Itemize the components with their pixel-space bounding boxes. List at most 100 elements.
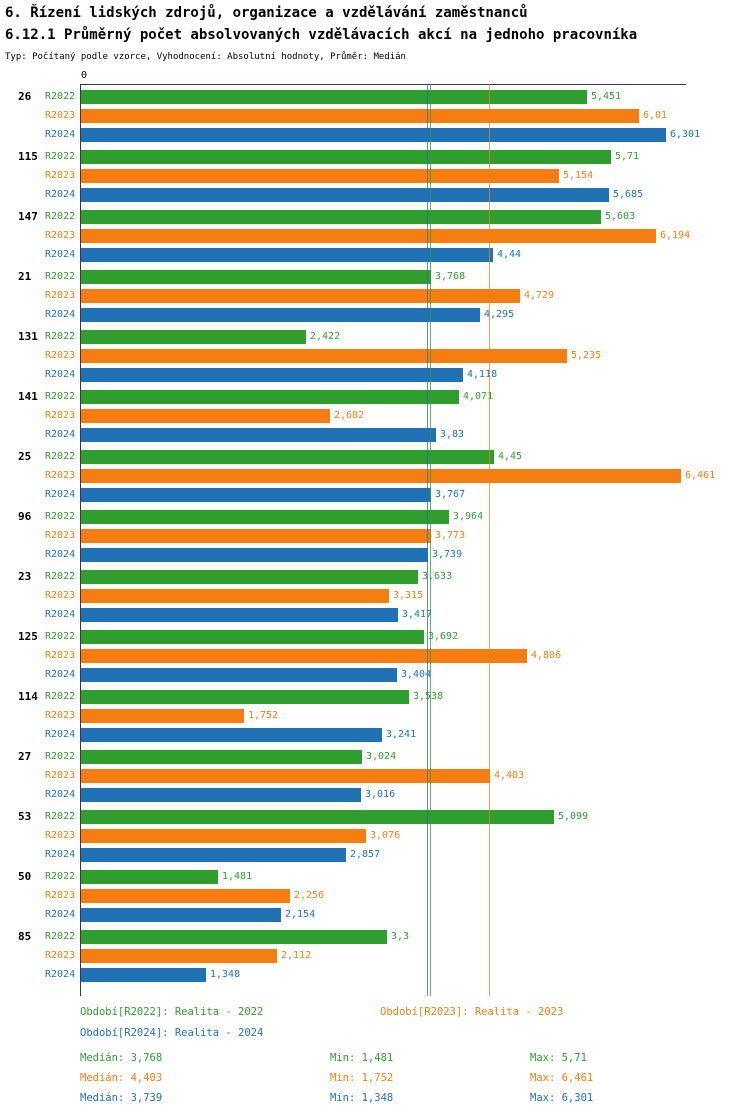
bar-row: R2024 3,241 [0,728,750,742]
bar-row: R2024 3,739 [0,548,750,562]
bar-r2022 [81,390,459,404]
bar-r2024 [81,548,428,562]
bar-row: R2023 4,403 [0,769,750,783]
bar-value-label: 6,01 [643,110,668,121]
category-label: 131 [18,330,38,343]
axis-zero-label: 0 [81,70,88,81]
stat-min-r2024: Min: 1,348 [330,1092,394,1104]
bar-value-label: 3,3 [391,931,410,942]
bar-r2022 [81,930,387,944]
bar-value-label: 3,024 [366,751,397,762]
bar-r2023 [81,229,656,243]
bar-track: 3,076 [81,829,750,843]
series-label-r2024: R2024 [45,249,76,260]
bar-track: 3,016 [81,788,750,802]
bar-track: 4,071 [81,390,750,404]
bar-row: R2022 2,422 [0,330,750,344]
bar-row: R2022 4,071 [0,390,750,404]
bar-r2022 [81,270,431,284]
series-label-r2023: R2023 [45,590,76,601]
bar-row: R2024 3,83 [0,428,750,442]
bar-value-label: 1,348 [210,969,241,980]
bar-r2022 [81,810,554,824]
bar-value-label: 5,603 [605,211,636,222]
bar-row: R2024 4,44 [0,248,750,262]
series-label-r2024: R2024 [45,309,76,320]
legend-item-r2022: Období[R2022]: Realita - 2022 [80,1006,264,1018]
bar-row: R2024 5,685 [0,188,750,202]
bar-track: 5,154 [81,169,750,183]
series-label-r2022: R2022 [45,571,76,582]
category-label: 141 [18,390,38,403]
category-group: 125 R2022 3,692 R2023 4,806 R2024 3,404 [0,630,750,682]
category-group: 147 R2022 5,603 R2023 6,194 R2024 4,44 [0,210,750,262]
bar-track: 2,857 [81,848,750,862]
bar-track: 3,773 [81,529,750,543]
bar-r2023 [81,829,366,843]
bar-value-label: 4,295 [484,309,515,320]
plot-area: 26 R2022 5,451 R2023 6,01 R2024 6,301 115 R2022 5… [0,90,750,990]
bar-row: R2022 3,024 [0,750,750,764]
bar-row: R2022 3,3 [0,930,750,944]
bar-row: R2024 3,417 [0,608,750,622]
bar-r2024 [81,188,609,202]
series-label-r2023: R2023 [45,410,76,421]
bar-r2024 [81,968,206,982]
bar-track: 3,692 [81,630,750,644]
bar-row: R2023 5,235 [0,349,750,363]
bar-track: 4,44 [81,248,750,262]
bar-value-label: 3,404 [401,669,432,680]
stat-median-r2024: Medián: 3,739 [80,1092,163,1104]
series-label-r2023: R2023 [45,950,76,961]
bar-track: 3,768 [81,270,750,284]
category-group: 25 R2022 4,45 R2023 6,461 R2024 3,767 [0,450,750,502]
bar-row: R2023 6,01 [0,109,750,123]
series-label-r2023: R2023 [45,350,76,361]
series-label-r2022: R2022 [45,91,76,102]
bar-r2023 [81,889,290,903]
bar-value-label: 3,417 [402,609,433,620]
bar-track: 4,403 [81,769,750,783]
bar-track: 3,024 [81,750,750,764]
bar-row: R2023 6,194 [0,229,750,243]
series-label-r2022: R2022 [45,631,76,642]
series-label-r2023: R2023 [45,530,76,541]
bar-value-label: 3,692 [428,631,459,642]
bar-value-label: 5,71 [615,151,640,162]
series-label-r2022: R2022 [45,151,76,162]
bar-value-label: 4,403 [494,770,525,781]
series-label-r2024: R2024 [45,909,76,920]
series-label-r2023: R2023 [45,830,76,841]
bar-row: R2022 3,964 [0,510,750,524]
bar-r2023 [81,289,520,303]
series-label-r2022: R2022 [45,751,76,762]
bar-track: 5,685 [81,188,750,202]
category-group: 131 R2022 2,422 R2023 5,235 R2024 4,118 [0,330,750,382]
bar-r2023 [81,769,490,783]
bar-track: 1,752 [81,709,750,723]
series-label-r2022: R2022 [45,871,76,882]
series-label-r2022: R2022 [45,691,76,702]
series-label-r2022: R2022 [45,931,76,942]
bar-r2024 [81,308,480,322]
bar-track: 6,301 [81,128,750,142]
bar-value-label: 3,633 [422,571,453,582]
series-label-r2022: R2022 [45,811,76,822]
bar-track: 1,348 [81,968,750,982]
bar-chart: 0 26 R2022 5,451 R2023 6,01 R2024 6,301 115 R202… [0,68,750,1000]
category-label: 114 [18,690,38,703]
bar-r2022 [81,630,424,644]
bar-track: 3,767 [81,488,750,502]
bar-value-label: 3,768 [435,271,466,282]
bar-value-label: 2,682 [334,410,365,421]
category-group: 141 R2022 4,071 R2023 2,682 R2024 3,83 [0,390,750,442]
series-label-r2024: R2024 [45,669,76,680]
bar-r2022 [81,870,218,884]
stat-max-r2024: Max: 6,301 [530,1092,594,1104]
bar-track: 4,45 [81,450,750,464]
bar-row: R2024 2,154 [0,908,750,922]
category-label: 27 [18,750,32,763]
bar-value-label: 3,767 [435,489,466,500]
bar-value-label: 4,071 [463,391,494,402]
bar-row: R2023 2,682 [0,409,750,423]
